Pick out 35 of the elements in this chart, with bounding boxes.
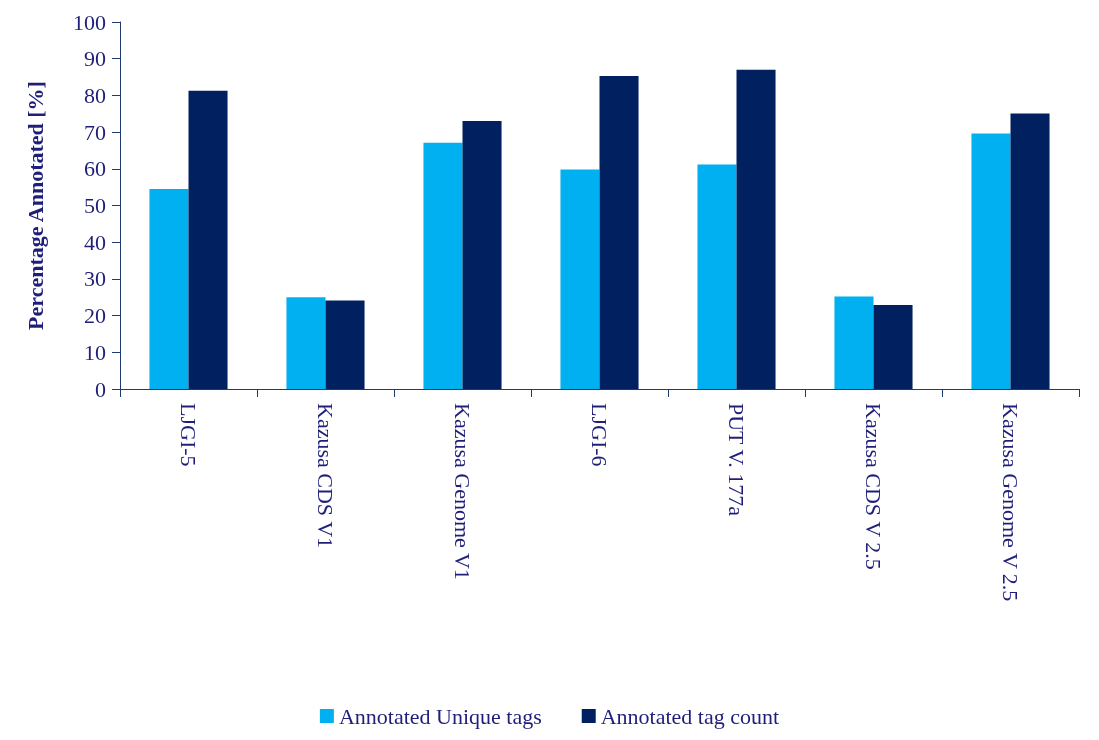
y-tick-label: 50 bbox=[84, 193, 106, 218]
bar bbox=[188, 90, 228, 389]
x-tick-label: Kazusa CDS V 2.5 bbox=[861, 403, 886, 570]
x-tick-label: Kazusa Genome V1 bbox=[450, 403, 475, 580]
y-tick-label: 80 bbox=[84, 82, 106, 108]
x-tick-label: Kazusa CDS V1 bbox=[313, 403, 338, 549]
bar bbox=[971, 133, 1011, 389]
bar bbox=[286, 297, 326, 389]
y-axis-title: Percentage Annotated [%] bbox=[22, 81, 48, 330]
bar bbox=[834, 296, 874, 389]
bar bbox=[325, 300, 365, 389]
bar bbox=[697, 164, 737, 389]
bar bbox=[149, 188, 189, 389]
y-tick-label: 90 bbox=[84, 46, 106, 72]
y-tick-label: 10 bbox=[84, 339, 106, 365]
y-tick-label: 40 bbox=[84, 229, 106, 255]
bar bbox=[462, 121, 502, 389]
bar bbox=[423, 142, 463, 389]
x-tick-label: LJGI-5 bbox=[176, 403, 201, 467]
y-tick-label: 100 bbox=[73, 9, 106, 35]
y-tick-label: 30 bbox=[84, 266, 106, 292]
x-tick-label: PUT V. 177a bbox=[724, 403, 749, 517]
bar bbox=[1010, 113, 1050, 389]
legend-label: Annotated Unique tags bbox=[338, 703, 542, 729]
y-tick-label: 20 bbox=[84, 303, 106, 329]
bar bbox=[736, 69, 776, 389]
bar bbox=[873, 304, 913, 389]
legend-label: Annotated tag count bbox=[600, 703, 780, 729]
y-tick-label: 0 bbox=[95, 376, 106, 402]
x-tick-label: LJGI-6 bbox=[587, 403, 612, 467]
bar bbox=[560, 169, 600, 389]
bar bbox=[599, 75, 639, 389]
y-tick-label: 70 bbox=[84, 119, 106, 145]
y-tick-label: 60 bbox=[84, 156, 106, 182]
x-tick-label: Kazusa Genome V 2.5 bbox=[998, 403, 1023, 602]
